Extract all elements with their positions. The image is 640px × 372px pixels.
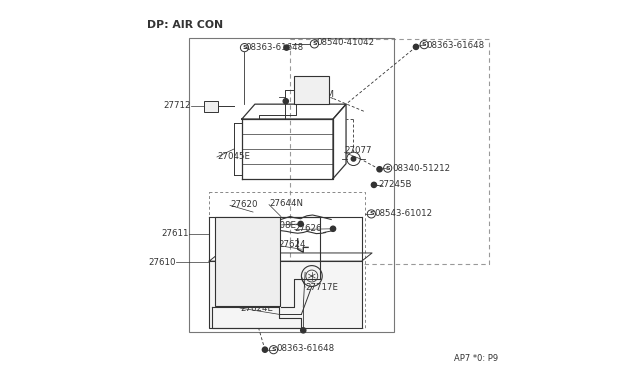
Text: 27077: 27077: [344, 146, 372, 155]
Text: 27726M: 27726M: [299, 90, 334, 99]
Text: 27712: 27712: [163, 101, 191, 110]
Text: 27245B: 27245B: [378, 180, 412, 189]
Circle shape: [330, 226, 335, 231]
Text: 27611: 27611: [161, 229, 189, 238]
Circle shape: [283, 99, 289, 104]
Text: 08363-61648: 08363-61648: [246, 43, 304, 52]
Text: 27708E: 27708E: [264, 221, 296, 230]
Text: 27626: 27626: [294, 224, 322, 233]
Text: DP: AIR CON: DP: AIR CON: [147, 20, 223, 31]
Text: 27624E: 27624E: [240, 304, 273, 312]
Text: 08363-61648: 08363-61648: [426, 41, 484, 50]
Text: 08363-61648: 08363-61648: [276, 344, 334, 353]
Circle shape: [298, 221, 303, 227]
Circle shape: [371, 182, 376, 187]
Text: AP7 *0: P9: AP7 *0: P9: [454, 354, 499, 363]
Circle shape: [284, 45, 289, 50]
Text: 27620: 27620: [230, 200, 257, 209]
Text: 08340-51212: 08340-51212: [392, 164, 451, 173]
Text: S: S: [242, 45, 247, 50]
Bar: [294, 76, 330, 104]
Bar: [189, 38, 394, 332]
Bar: [204, 101, 218, 112]
Circle shape: [351, 157, 356, 161]
Bar: [215, 217, 280, 306]
Text: 27610: 27610: [148, 258, 175, 267]
Text: S: S: [385, 166, 390, 171]
Text: 27624: 27624: [278, 240, 306, 249]
Text: 08543-61012: 08543-61012: [374, 209, 433, 218]
Text: 27644N: 27644N: [269, 199, 303, 208]
Text: S: S: [422, 42, 426, 47]
Text: 27045E: 27045E: [217, 153, 250, 161]
Circle shape: [262, 347, 268, 352]
Text: S: S: [312, 41, 317, 46]
Text: 08540-41042: 08540-41042: [316, 38, 374, 46]
Circle shape: [413, 44, 419, 49]
Text: S: S: [271, 347, 276, 352]
Text: S: S: [369, 211, 374, 217]
Circle shape: [301, 328, 306, 333]
Circle shape: [377, 167, 382, 172]
Bar: [209, 261, 362, 328]
Text: 27717E: 27717E: [305, 283, 338, 292]
